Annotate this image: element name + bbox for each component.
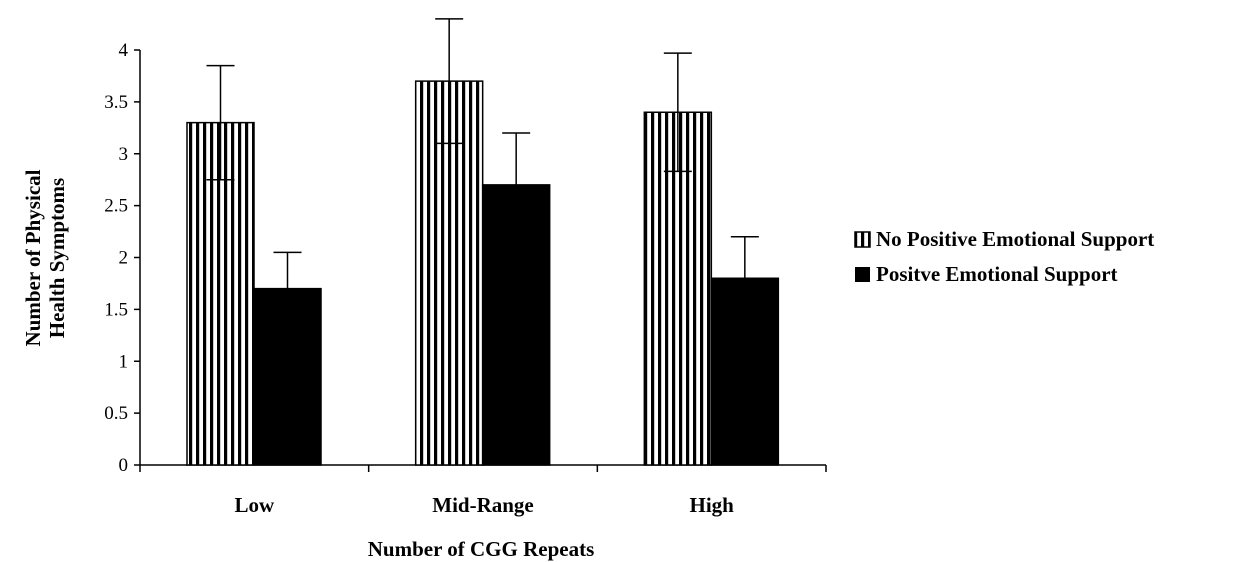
y-axis-title-line-1: Number of Physical <box>21 169 45 346</box>
y-axis-title-line-2: Health Symptoms <box>45 178 69 338</box>
legend-label-support: Positve Emotional Support <box>876 262 1118 286</box>
error-bars <box>206 18 759 325</box>
y-tick-label: 0 <box>119 455 129 476</box>
y-tick-label: 3.5 <box>104 92 128 113</box>
y-tick-label: 2.5 <box>104 196 128 217</box>
axes: 0 0.5 1 1.5 2 2.5 3 3.5 4 Low Mid-Range High <box>104 40 827 517</box>
y-tick-label: 1.5 <box>104 299 128 320</box>
y-tick-label: 3 <box>119 144 129 165</box>
y-tick-label: 2 <box>119 248 129 269</box>
bar-no-support <box>414 80 484 466</box>
x-axis-title: Number of CGG Repeats <box>368 537 595 561</box>
y-tick-label: 0.5 <box>104 403 128 424</box>
legend-swatch-no-support <box>854 231 871 248</box>
legend-label-no-support: No Positive Emotional Support <box>876 227 1154 251</box>
y-tick-label: 4 <box>119 40 129 61</box>
bars <box>186 80 780 466</box>
x-category-label: Mid-Range <box>432 493 534 517</box>
x-category-label: High <box>689 493 734 517</box>
y-tick-label: 1 <box>119 351 129 372</box>
x-category-label: Low <box>234 493 275 517</box>
legend-swatch-support <box>855 267 870 282</box>
legend: No Positive Emotional Support Positve Em… <box>854 227 1154 286</box>
